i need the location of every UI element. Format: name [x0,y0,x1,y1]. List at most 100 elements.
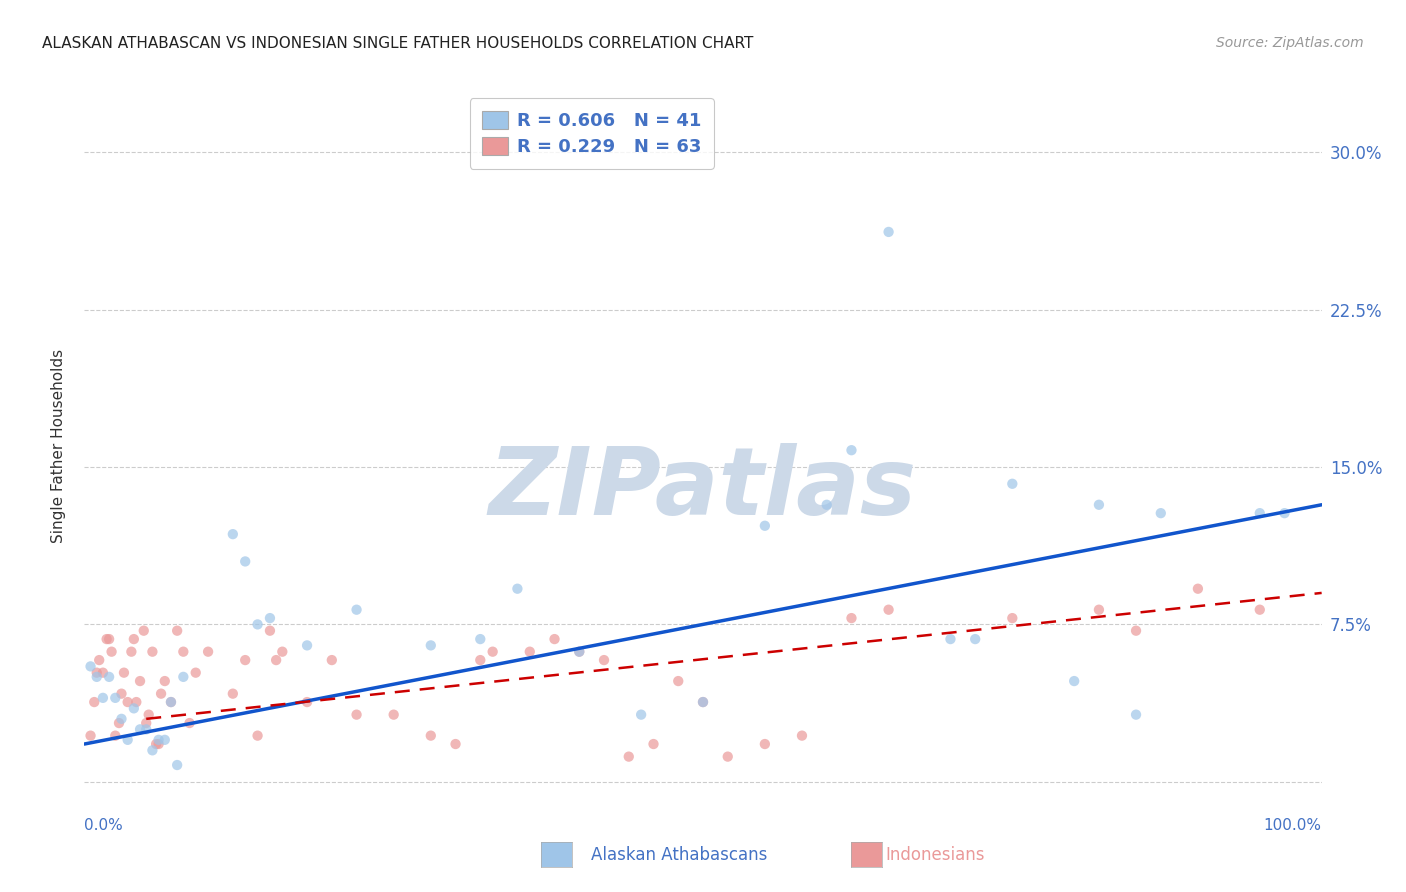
Point [568,645,591,659]
Point [259,611,281,625]
Point [153,674,176,689]
Point [593,653,616,667]
Point [150,687,173,701]
Text: 0.0%: 0.0% [84,818,124,832]
Point [172,645,194,659]
Point [89,653,111,667]
Point [172,670,194,684]
Point [419,729,441,743]
Point [108,716,131,731]
Point [271,645,294,659]
Point [96,632,118,646]
Point [815,498,838,512]
Point [841,443,863,458]
Point [110,712,132,726]
Point [246,729,269,743]
Point [91,690,114,705]
Point [543,632,565,646]
Point [184,665,207,680]
Point [104,729,127,743]
Point [264,653,287,667]
Point [197,645,219,659]
Point [1249,603,1271,617]
Point [717,749,740,764]
Point [98,670,121,684]
Point [519,645,541,659]
Y-axis label: Single Father Households: Single Father Households [51,349,66,543]
Point [112,665,135,680]
Point [160,695,183,709]
Point [295,695,318,709]
Point [141,645,163,659]
Point [754,737,776,751]
Point [506,582,529,596]
Point [135,716,157,731]
Point [79,729,101,743]
Point [222,687,245,701]
Text: Indonesians: Indonesians [886,846,986,863]
Point [346,707,368,722]
Point [148,737,170,751]
Point [939,632,962,646]
Point [91,665,114,680]
Point [1274,506,1296,520]
Point [321,653,343,667]
Point [419,639,441,653]
Point [104,690,127,705]
Point [138,707,160,722]
Point [692,695,714,709]
Point [83,695,105,709]
Point [120,645,142,659]
Point [179,716,201,731]
Point [148,732,170,747]
Text: Source: ZipAtlas.com: Source: ZipAtlas.com [1216,36,1364,50]
Point [382,707,405,722]
Point [295,639,318,653]
Point [259,624,281,638]
Point [965,632,987,646]
Point [160,695,183,709]
Point [877,603,900,617]
Text: ALASKAN ATHABASCAN VS INDONESIAN SINGLE FATHER HOUSEHOLDS CORRELATION CHART: ALASKAN ATHABASCAN VS INDONESIAN SINGLE … [42,36,754,51]
Point [135,723,157,737]
Point [1125,707,1147,722]
Point [153,732,176,747]
Point [100,645,122,659]
Legend: R = 0.606   N = 41, R = 0.229   N = 63: R = 0.606 N = 41, R = 0.229 N = 63 [470,98,714,169]
Point [643,737,665,751]
Point [125,695,148,709]
Point [141,743,163,757]
Point [122,701,145,715]
Text: ZIPatlas: ZIPatlas [489,442,917,535]
Point [98,632,121,646]
Point [1187,582,1209,596]
Point [117,732,139,747]
Point [222,527,245,541]
Point [122,632,145,646]
Point [166,624,188,638]
Point [841,611,863,625]
Point [666,674,689,689]
Point [1001,611,1024,625]
Point [470,632,492,646]
Point [1088,603,1111,617]
Point [630,707,652,722]
Point [86,665,108,680]
Point [692,695,714,709]
Point [129,674,152,689]
Point [1001,476,1024,491]
Point [117,695,139,709]
Point [246,617,269,632]
Point [877,225,900,239]
Point [568,645,591,659]
Point [233,653,256,667]
Point [1249,506,1271,520]
Point [166,758,188,772]
Point [790,729,813,743]
Point [233,554,256,568]
Point [145,737,167,751]
Point [129,723,152,737]
Text: 100.0%: 100.0% [1264,818,1322,832]
Point [1063,674,1085,689]
Text: Alaskan Athabascans: Alaskan Athabascans [591,846,766,863]
